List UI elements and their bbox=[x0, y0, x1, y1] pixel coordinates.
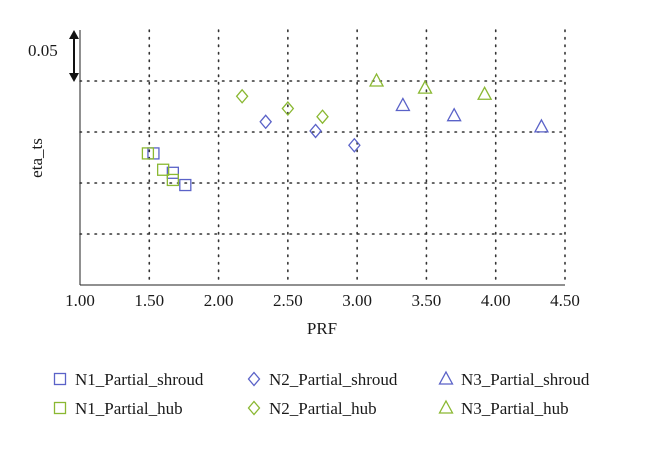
data-point bbox=[166, 166, 179, 179]
data-point bbox=[533, 118, 550, 133]
data-point bbox=[309, 123, 322, 139]
scale-bar-label: 0.05 bbox=[28, 41, 58, 60]
data-points bbox=[141, 72, 550, 192]
x-tick-labels: 1.00 1.50 2.00 2.50 3.00 3.50 4.00 4.50 bbox=[65, 291, 580, 310]
legend: N1_Partial_shroud N1_Partial_hub N2_Partia… bbox=[53, 370, 590, 418]
data-point bbox=[259, 114, 273, 130]
data-point bbox=[368, 72, 385, 87]
x-tick-label: 1.50 bbox=[134, 291, 164, 310]
legend-label: N2_Partial_shroud bbox=[269, 370, 398, 389]
data-point bbox=[166, 173, 179, 187]
x-tick-label: 3.50 bbox=[412, 291, 442, 310]
data-point bbox=[395, 97, 411, 112]
data-point bbox=[477, 85, 493, 100]
legend-label: N3_Partial_shroud bbox=[461, 370, 590, 389]
x-tick-label: 4.00 bbox=[481, 291, 511, 310]
legend-marker bbox=[53, 401, 67, 415]
scale-bar-arrow-down bbox=[69, 73, 79, 82]
data-point bbox=[179, 178, 192, 192]
scale-bar: 0.05 bbox=[28, 30, 79, 82]
x-tick-label: 4.50 bbox=[550, 291, 580, 310]
legend-marker bbox=[53, 372, 67, 386]
legend-marker bbox=[438, 399, 454, 414]
axes bbox=[79, 30, 565, 286]
data-point bbox=[235, 88, 249, 104]
x-tick-label: 2.50 bbox=[273, 291, 303, 310]
data-point bbox=[281, 101, 295, 117]
legend-label: N1_Partial_hub bbox=[75, 399, 183, 418]
x-tick-label: 2.00 bbox=[204, 291, 234, 310]
scale-bar-arrow-up bbox=[69, 30, 79, 39]
x-tick-label: 3.00 bbox=[342, 291, 372, 310]
legend-marker bbox=[247, 400, 261, 416]
legend-label: N3_Partial_hub bbox=[461, 399, 569, 418]
data-point bbox=[348, 137, 361, 153]
x-axis-title: PRF bbox=[307, 319, 337, 338]
y-axis-title: eta_ts bbox=[27, 138, 46, 178]
data-point bbox=[156, 163, 170, 176]
data-point bbox=[141, 147, 155, 160]
legend-marker bbox=[247, 371, 261, 387]
legend-marker bbox=[438, 370, 454, 385]
legend-label: N2_Partial_hub bbox=[269, 399, 377, 418]
legend-label: N1_Partial_shroud bbox=[75, 370, 204, 389]
grid-lines bbox=[79, 29, 566, 286]
data-point bbox=[446, 107, 462, 122]
x-tick-label: 1.00 bbox=[65, 291, 95, 310]
data-point bbox=[316, 109, 329, 125]
data-point bbox=[417, 79, 433, 94]
